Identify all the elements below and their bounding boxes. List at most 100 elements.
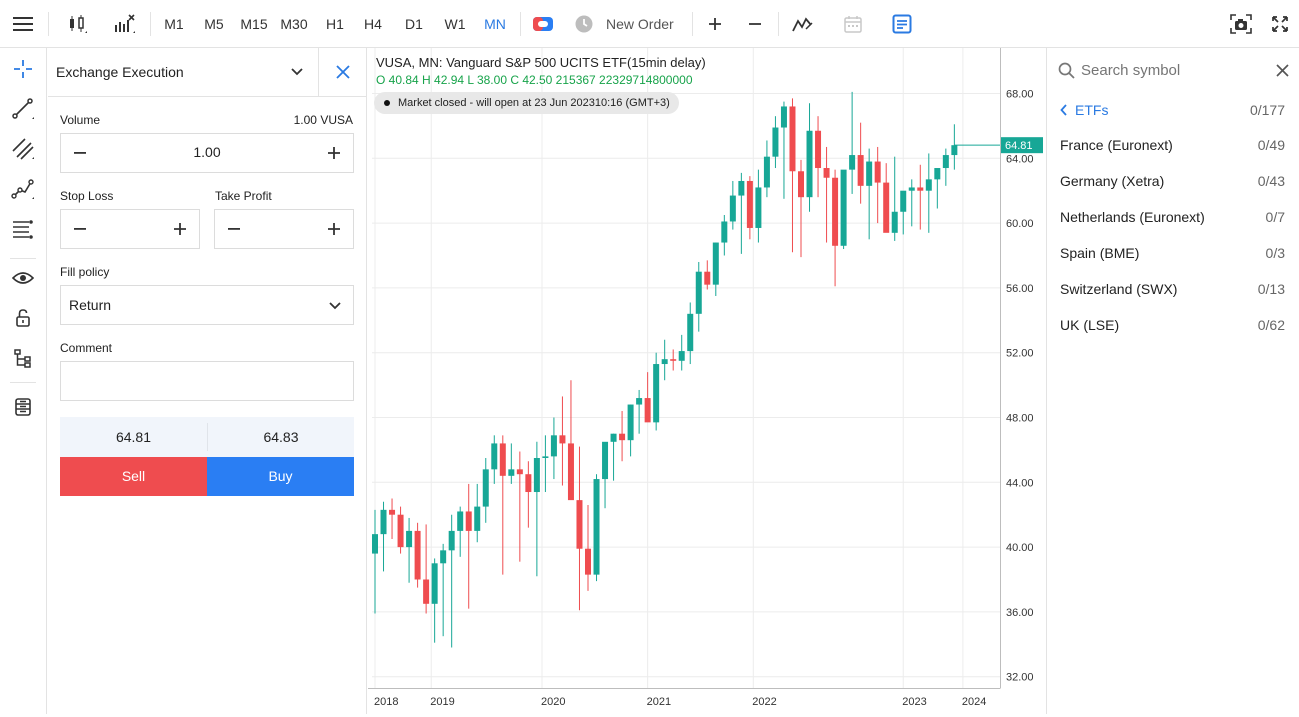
take-profit-increase-button[interactable] (315, 210, 353, 248)
x-axis-tick: 2024 (962, 696, 986, 708)
list-item[interactable]: UK (LSE) 0/62 (1047, 308, 1299, 344)
channel-icon[interactable] (0, 130, 46, 168)
fibonacci-icon[interactable] (0, 210, 46, 248)
close-order-panel-button[interactable] (319, 48, 367, 96)
zoom-out-icon[interactable] (740, 0, 770, 48)
symbols-back-category[interactable]: ETFs 0/177 (1047, 92, 1299, 128)
candle (806, 103, 813, 212)
lock-icon[interactable] (0, 299, 46, 337)
last-price-label: 64.81 (1005, 140, 1033, 152)
object-tree-icon[interactable] (0, 339, 46, 377)
list-item[interactable]: Spain (BME) 0/3 (1047, 236, 1299, 272)
list-item[interactable]: Netherlands (Euronext) 0/7 (1047, 200, 1299, 236)
clear-search-icon[interactable] (1276, 64, 1289, 77)
take-profit-label: Take Profit (215, 189, 272, 203)
stop-loss-stepper (60, 209, 200, 249)
search-input[interactable] (1081, 59, 1261, 81)
execution-type-select[interactable]: Exchange Execution (48, 48, 318, 96)
list-item[interactable]: France (Euronext) 0/49 (1047, 128, 1299, 164)
y-axis-tick: 32.00 (1006, 672, 1034, 684)
volume-input[interactable]: 1.00 (193, 144, 221, 160)
timeframe-mn[interactable]: MN (484, 16, 506, 32)
x-axis-tick: 2023 (902, 696, 926, 708)
symbol-search (1047, 48, 1299, 92)
timeframe-m15[interactable]: M15 (240, 16, 268, 32)
new-order-button[interactable]: New Order (574, 0, 684, 48)
volume-increase-button[interactable] (315, 134, 353, 172)
comment-input[interactable] (60, 361, 354, 401)
price-chart[interactable]: 68.00 64.00 60.00 56.00 52.00 48.00 44.00 40.00… (368, 48, 1046, 714)
chevron-down-icon (329, 302, 341, 310)
trade-history-icon[interactable] (786, 0, 820, 48)
timeframe-h1[interactable]: H1 (326, 16, 344, 32)
list-item-name: UK (LSE) (1060, 317, 1120, 333)
candle (593, 474, 600, 582)
zoom-in-icon[interactable] (700, 0, 730, 48)
volume-label: Volume (60, 113, 101, 127)
fill-policy-select[interactable]: Return (60, 285, 354, 325)
candle (465, 483, 472, 609)
candle (798, 159, 804, 258)
candle (525, 461, 532, 528)
timeframe-d1[interactable]: D1 (405, 16, 423, 32)
timeframe-m5[interactable]: M5 (204, 16, 224, 32)
menu-icon[interactable] (4, 0, 42, 48)
stop-loss-increase-button[interactable] (161, 210, 199, 248)
list-item-name: France (Euronext) (1060, 137, 1173, 153)
ask-price: 64.83 (263, 429, 299, 445)
candle (533, 441, 540, 577)
candle (372, 509, 378, 614)
chart-area[interactable]: 68.00 64.00 60.00 56.00 52.00 48.00 44.00 40.00… (368, 48, 1046, 714)
candle (440, 543, 447, 637)
delete-drawings-icon[interactable] (0, 388, 46, 426)
y-axis-tick: 36.00 (1006, 607, 1034, 619)
candle (755, 169, 762, 243)
candle (610, 433, 617, 481)
list-item-count: 0/3 (1265, 245, 1285, 261)
volume-decrease-button[interactable] (61, 134, 99, 172)
candle (908, 179, 915, 227)
candle (585, 504, 591, 591)
trend-line-icon[interactable] (0, 90, 46, 128)
eye-icon[interactable] (0, 259, 46, 297)
comment-label: Comment (60, 341, 113, 355)
candle (550, 417, 557, 480)
timeframe-m30[interactable]: M30 (280, 16, 308, 32)
x-axis-tick: 2020 (541, 696, 565, 708)
fullscreen-icon[interactable] (1262, 0, 1298, 48)
candle (670, 349, 677, 371)
screenshot-icon[interactable] (1222, 0, 1260, 48)
candle (832, 169, 839, 287)
list-item-count: 0/7 (1265, 209, 1285, 225)
candle (380, 501, 387, 572)
calendar-icon[interactable] (836, 0, 870, 48)
candle (431, 558, 438, 643)
top-toolbar: M1 M5 M15 M30 H1 H4 D1 W1 MN New Order (0, 0, 1299, 48)
candle (397, 506, 404, 554)
take-profit-decrease-button[interactable] (215, 210, 253, 248)
x-axis-tick: 2022 (752, 696, 776, 708)
timeframe-m1[interactable]: M1 (164, 16, 184, 32)
sell-button[interactable]: Sell (60, 457, 207, 496)
chart-type-candles-icon[interactable] (58, 0, 96, 48)
crosshair-icon[interactable] (0, 50, 46, 88)
timeframe-w1[interactable]: W1 (444, 16, 466, 32)
list-item-name: Germany (Xetra) (1060, 173, 1165, 189)
take-profit-stepper (214, 209, 354, 249)
candle (815, 116, 822, 198)
order-panel: Exchange Execution Volume 1.00 VUSA 1.00… (48, 48, 367, 714)
candle (780, 101, 787, 199)
candle (874, 146, 881, 224)
candle (840, 169, 847, 250)
symbols-panel-icon[interactable] (884, 0, 920, 48)
list-item[interactable]: Germany (Xetra) 0/43 (1047, 164, 1299, 200)
polyline-icon[interactable] (0, 170, 46, 208)
order-panel-header: Exchange Execution (48, 48, 367, 97)
timeframe-h4[interactable]: H4 (364, 16, 382, 32)
indicators-icon[interactable] (104, 0, 144, 48)
stop-loss-decrease-button[interactable] (61, 210, 99, 248)
algo-trading-icon[interactable] (528, 0, 558, 48)
candle (499, 435, 506, 575)
buy-button[interactable]: Buy (207, 457, 354, 496)
list-item[interactable]: Switzerland (SWX) 0/13 (1047, 272, 1299, 308)
